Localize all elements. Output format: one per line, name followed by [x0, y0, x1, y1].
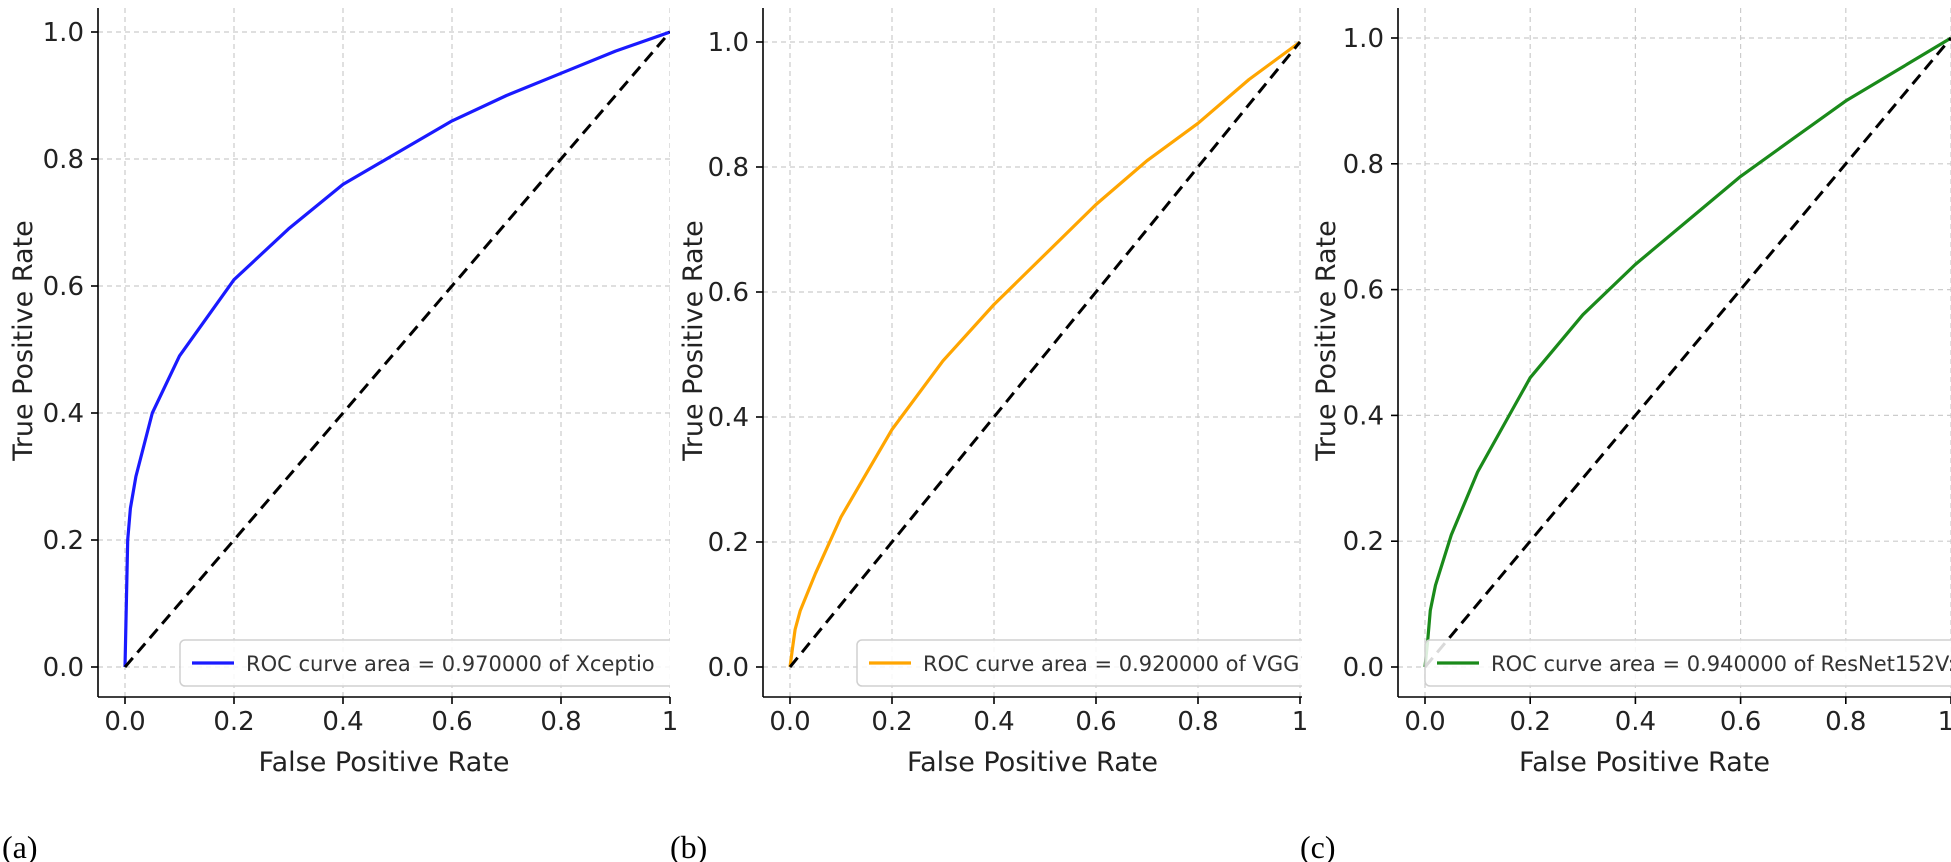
- diagonal-reference-line: [123, 31, 670, 668]
- x-tick-label: 0.6: [1720, 707, 1761, 737]
- x-tick-label: 0.8: [540, 707, 581, 737]
- y-tick-label: 1.0: [708, 28, 749, 58]
- panel-label: (b): [670, 829, 707, 862]
- y-tick-label: 0.8: [43, 145, 84, 175]
- y-tick-label: 0.2: [1343, 527, 1384, 557]
- legend: ROC curve area = 0.970000 of Xceptio: [179, 639, 670, 687]
- x-tick-label: 0.2: [213, 707, 254, 737]
- y-tick-label: 0.2: [708, 528, 749, 558]
- y-tick-label: 0.4: [43, 399, 84, 429]
- x-axis-label: False Positive Rate: [1519, 747, 1770, 778]
- x-tick-label: 1(: [1938, 707, 1951, 737]
- x-tick-label: 0.4: [1615, 707, 1656, 737]
- y-tick-label: 0.4: [1343, 401, 1384, 431]
- y-tick-label: 1.0: [1343, 24, 1384, 54]
- x-tick-label: 0.0: [1404, 707, 1445, 737]
- panel-label: (a): [2, 829, 38, 862]
- roc-curve-line: [123, 30, 670, 668]
- x-tick-label: 0.6: [431, 707, 472, 737]
- y-tick-label: 0.6: [1343, 276, 1384, 306]
- x-axis-label: False Positive Rate: [259, 747, 510, 778]
- y-tick-label: 0.4: [708, 403, 749, 433]
- legend-label: ROC curve area = 0.940000 of ResNet152V:: [1491, 652, 1951, 676]
- legend-box: [179, 639, 670, 687]
- x-tick-label: 1: [1292, 707, 1309, 737]
- y-axis-label: True Positive Rate: [1311, 220, 1342, 462]
- y-tick-label: 0.6: [43, 272, 84, 302]
- x-tick-label: 0.4: [322, 707, 363, 737]
- roc-panel-3: 0.0 0.2 0.4 0.6 0.8 1( 0.0 0.2 0.4 0.6 0.8 1.0 False…: [1300, 8, 1951, 862]
- roc-curve-line: [788, 40, 1301, 668]
- x-tick-label: 0.0: [104, 707, 145, 737]
- y-tick-label: 0.0: [1343, 653, 1384, 683]
- legend-box: [856, 639, 1302, 687]
- x-axis-label: False Positive Rate: [907, 747, 1158, 778]
- legend: ROC curve area = 0.940000 of ResNet152V:: [1424, 639, 1951, 687]
- y-tick-label: 1.0: [43, 18, 84, 48]
- x-tick-label: 0.8: [1177, 707, 1218, 737]
- legend-label: ROC curve area = 0.920000 of VGG1(: [923, 652, 1321, 676]
- legend-box: [1424, 639, 1951, 687]
- x-tick-label: 1: [662, 707, 679, 737]
- legend-label: ROC curve area = 0.970000 of Xceptio: [246, 652, 655, 676]
- roc-panel-1: 0.0 0.2 0.4 0.6 0.8 1 0.0 0.2 0.4 0.6 0.8 1.0 False …: [2, 8, 679, 862]
- x-tick-label: 0.2: [1510, 707, 1551, 737]
- y-tick-label: 0.8: [708, 153, 749, 183]
- legend: ROC curve area = 0.920000 of VGG1(: [856, 639, 1321, 687]
- roc-curve-line: [1423, 36, 1951, 668]
- y-tick-label: 0.6: [708, 278, 749, 308]
- y-axis-label: True Positive Rate: [678, 220, 709, 462]
- x-tick-label: 0.2: [871, 707, 912, 737]
- y-axis-label: True Positive Rate: [8, 220, 39, 462]
- diagonal-reference-line: [1423, 37, 1951, 668]
- y-tick-label: 0.2: [43, 526, 84, 556]
- diagonal-reference-line: [788, 41, 1302, 668]
- panel-label: (c): [1300, 829, 1336, 862]
- y-tick-label: 0.0: [43, 653, 84, 683]
- x-tick-label: 0.8: [1825, 707, 1866, 737]
- y-tick-label: 0.0: [708, 653, 749, 683]
- x-tick-label: 0.4: [973, 707, 1014, 737]
- y-tick-label: 0.8: [1343, 150, 1384, 180]
- x-tick-label: 0.0: [769, 707, 810, 737]
- roc-panel-2: 0.0 0.2 0.4 0.6 0.8 1 0.0 0.2 0.4 0.6 0.8 1.0 False …: [670, 8, 1321, 862]
- x-tick-label: 0.6: [1075, 707, 1116, 737]
